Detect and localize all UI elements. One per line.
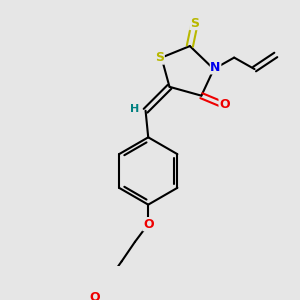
Text: O: O <box>143 218 154 231</box>
Text: S: S <box>190 16 199 29</box>
Text: O: O <box>219 98 230 111</box>
Text: H: H <box>130 104 140 114</box>
Text: O: O <box>90 291 101 300</box>
Text: S: S <box>155 51 164 64</box>
Text: N: N <box>210 61 221 74</box>
